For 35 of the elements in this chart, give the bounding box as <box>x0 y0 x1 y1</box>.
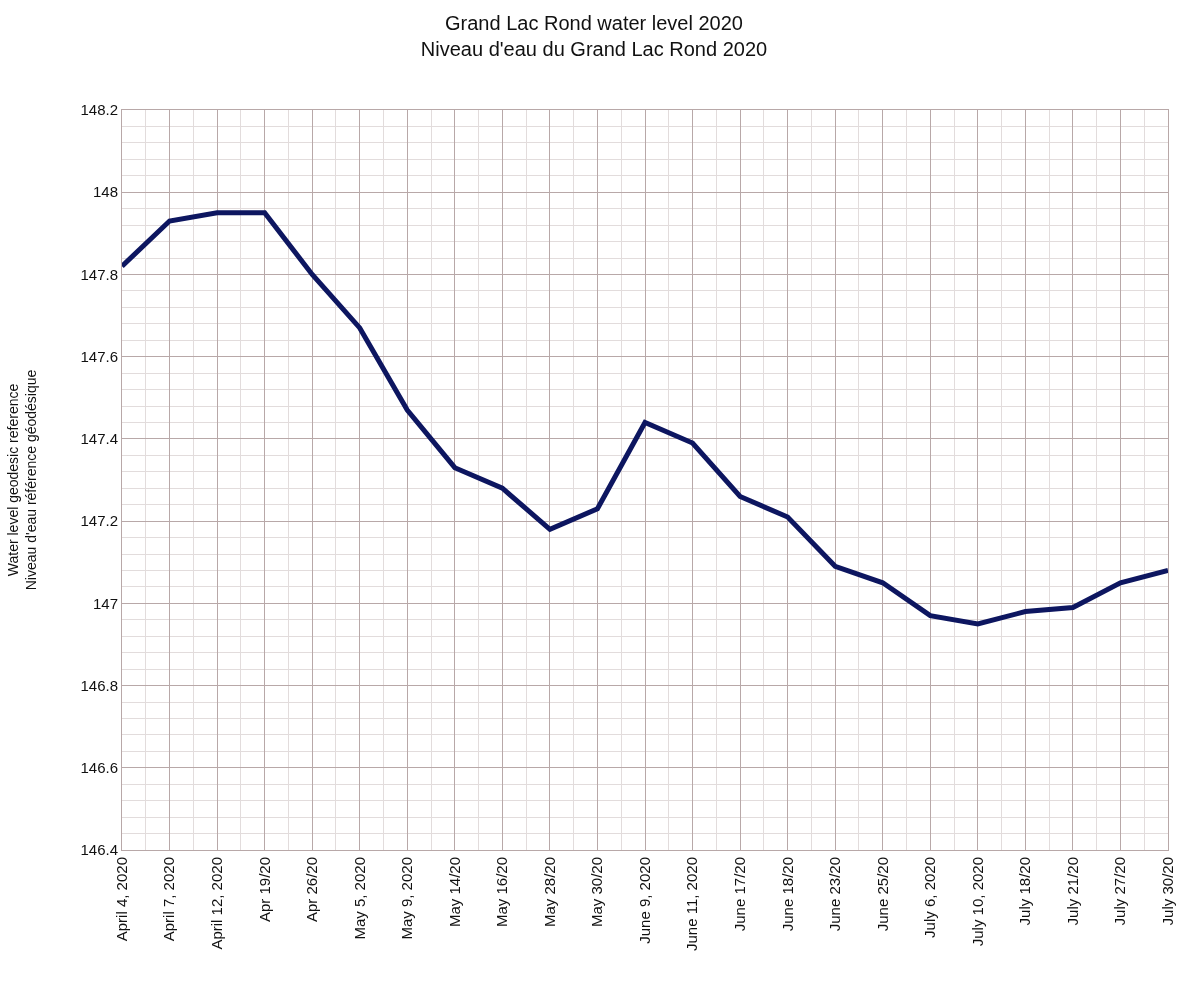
y-tick-label: 146.6 <box>80 759 118 777</box>
x-tick-label: July 21/20 <box>1063 857 1081 926</box>
chart-title: Grand Lac Rond water level 2020 Niveau d'eau du Grand Lac Rond 2020 <box>420 12 768 60</box>
x-tick-label: June 23/20 <box>826 857 844 932</box>
x-tick-label: June 25/20 <box>873 857 891 932</box>
x-tick-label: June 18/20 <box>778 857 796 932</box>
y-tick-label: 147 <box>92 594 118 612</box>
x-tick-label: July 6, 2020 <box>921 857 939 938</box>
x-tick-label: April 4, 2020 <box>112 857 130 942</box>
x-tick-label: April 12, 2020 <box>207 857 225 950</box>
x-tick-label: April 7, 2020 <box>160 857 178 942</box>
x-tick-label: July 30/20 <box>1158 857 1176 926</box>
x-tick-label: May 28/20 <box>540 857 558 928</box>
y-tick-label: 147.4 <box>80 430 118 448</box>
x-tick-label: Apr 19/20 <box>255 857 273 923</box>
x-tick-label: Apr 26/20 <box>303 857 321 923</box>
y-tick-label: 146.4 <box>80 841 118 859</box>
y-tick-label: 146.8 <box>80 676 118 694</box>
x-tick-label: June 11, 2020 <box>683 857 701 951</box>
y-tick-label: 148 <box>92 183 118 201</box>
y-tick-label: 148.2 <box>80 101 118 119</box>
x-tick-label: July 18/20 <box>1016 857 1034 926</box>
x-tick-label: May 9, 2020 <box>398 857 416 940</box>
x-tick-label: May 30/20 <box>588 857 606 928</box>
x-tick-label: May 16/20 <box>493 857 511 928</box>
x-tick-label: July 10, 2020 <box>968 857 986 947</box>
y-axis-title: Water level geodesic reference Niveau d'eau référence géodésique <box>4 369 40 591</box>
x-tick-label: July 27/20 <box>1111 857 1129 926</box>
y-tick-label: 147.8 <box>80 265 118 283</box>
x-tick-label: May 5, 2020 <box>350 857 368 940</box>
y-tick-label: 147.6 <box>80 347 118 365</box>
x-tick-label: June 17/20 <box>730 857 748 932</box>
x-tick-label: May 14/20 <box>445 857 463 928</box>
y-tick-label: 147.2 <box>80 512 118 530</box>
x-tick-label: June 9, 2020 <box>635 857 653 944</box>
